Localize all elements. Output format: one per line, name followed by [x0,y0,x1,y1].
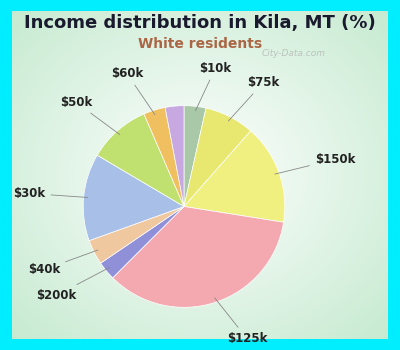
Text: City-Data.com: City-Data.com [262,49,326,58]
Text: $125k: $125k [215,298,267,345]
Text: $200k: $200k [36,267,109,302]
Wedge shape [101,206,184,278]
Text: White residents: White residents [138,37,262,51]
Wedge shape [89,206,184,263]
Wedge shape [83,155,184,241]
Wedge shape [184,131,285,222]
Text: $30k: $30k [13,187,88,200]
Text: $40k: $40k [28,250,98,276]
Wedge shape [97,114,184,206]
Text: Income distribution in Kila, MT (%): Income distribution in Kila, MT (%) [24,14,376,32]
Text: $60k: $60k [111,67,155,114]
Text: $10k: $10k [196,62,231,111]
Wedge shape [184,108,251,206]
Text: $75k: $75k [228,76,280,121]
Text: $150k: $150k [275,153,355,174]
Wedge shape [184,106,206,206]
Wedge shape [113,206,284,307]
Text: $50k: $50k [60,96,120,134]
Wedge shape [144,107,184,206]
Wedge shape [165,106,184,206]
